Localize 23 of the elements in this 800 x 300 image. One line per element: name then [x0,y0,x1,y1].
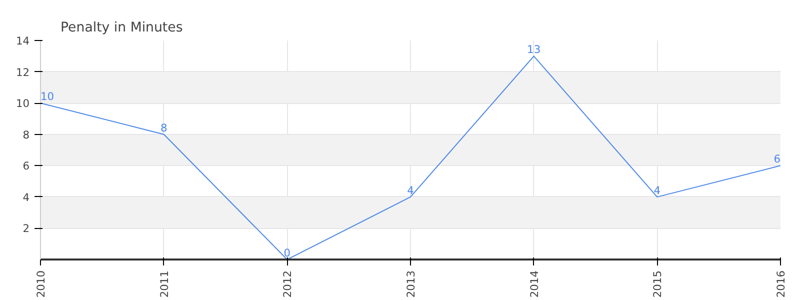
x-tick-label: 2011 [158,270,171,298]
data-label: 0 [284,246,291,260]
data-label: 10 [40,90,54,104]
x-tick-label: 2016 [774,270,788,298]
data-label: 6 [774,152,781,166]
data-label: 13 [527,43,541,56]
line-series [40,56,780,260]
x-tick-label: 2010 [34,270,48,298]
y-tick-label: 8 [22,128,30,142]
chart-title: Penalty in Minutes [60,20,183,36]
data-label: 4 [407,184,414,197]
y-tick-label: 4 [22,190,30,204]
y-tick-label: 6 [22,160,30,173]
x-tick-label: 2012 [281,270,294,298]
x-tick-label: 2014 [528,270,541,298]
data-label: 4 [654,184,661,197]
y-tick-label: 10 [16,97,30,110]
data-label: 8 [160,121,168,134]
y-tick-label: 14 [16,34,30,48]
y-tick-label: 12 [16,66,30,79]
x-tick-label: 2013 [404,270,418,298]
y-tick-label: 2 [22,222,30,236]
x-tick-label: 2015 [651,270,664,298]
